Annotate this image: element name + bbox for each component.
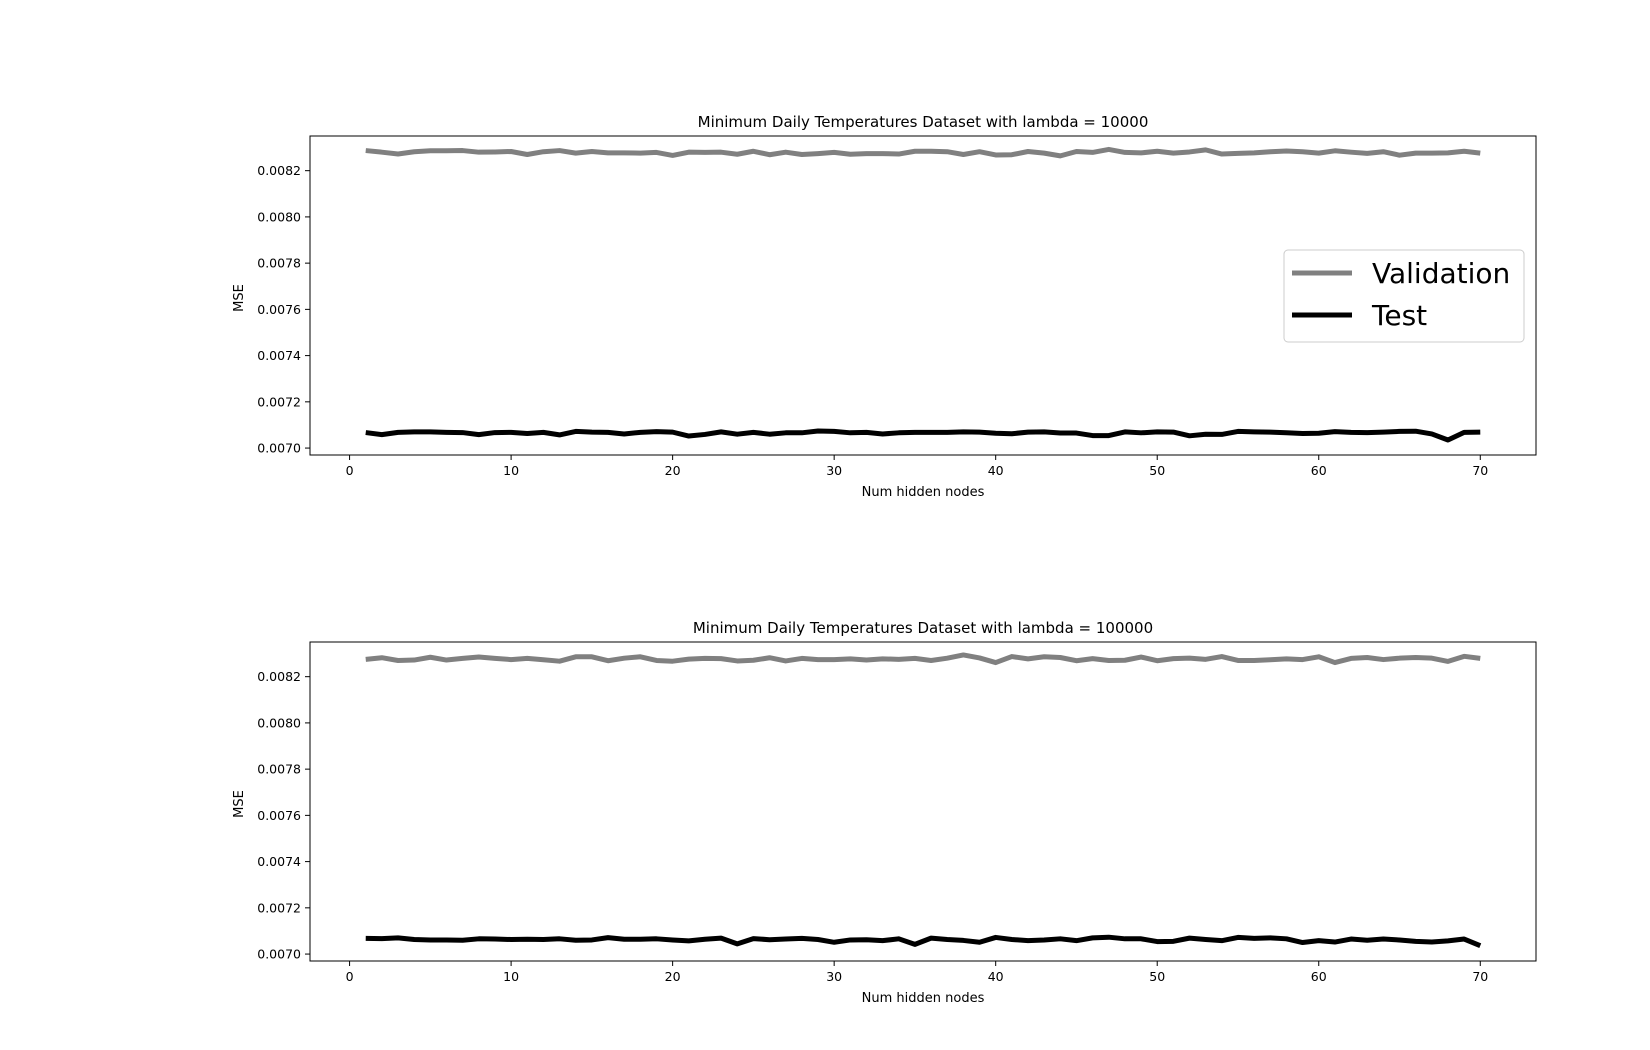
x-tick-label: 70 <box>1472 969 1488 984</box>
x-ticks-2: 0 10 20 30 40 50 60 70 <box>346 961 1488 984</box>
y-tick-label: 0.0078 <box>257 256 301 271</box>
series-line-test <box>365 934 1482 949</box>
series-lines-1 <box>365 146 1481 443</box>
y-tick-label: 0.0074 <box>257 348 301 363</box>
x-tick-label: 0 <box>346 969 354 984</box>
x-tick-label: 40 <box>988 969 1004 984</box>
x-tick-label: 50 <box>1149 463 1165 478</box>
plot-area-2 <box>309 641 1537 962</box>
chart-title-1: Minimum Daily Temperatures Dataset with … <box>698 113 1149 131</box>
series-line-validation <box>365 146 1481 159</box>
y-ticks-1: 0.0070 0.0072 0.0074 0.0076 0.0078 0.0080 0.00… <box>257 163 310 456</box>
x-tick-label: 30 <box>826 969 842 984</box>
y-tick-label: 0.0082 <box>257 163 301 178</box>
x-tick-label: 20 <box>665 969 681 984</box>
y-tick-label: 0.0076 <box>257 808 301 823</box>
x-tick-label: 60 <box>1311 969 1327 984</box>
y-tick-label: 0.0076 <box>257 302 301 317</box>
x-tick-label: 20 <box>665 463 681 478</box>
y-tick-label: 0.0080 <box>257 209 301 224</box>
legend: Validation Test <box>1283 249 1525 343</box>
x-tick-label: 60 <box>1311 463 1327 478</box>
y-axis-label-1: MSE <box>232 284 247 312</box>
y-tick-label: 0.0074 <box>257 854 301 869</box>
y-axis-label-2: MSE <box>232 790 247 818</box>
y-tick-label: 0.0078 <box>257 762 301 777</box>
x-axis-label-2: Num hidden nodes <box>862 991 985 1006</box>
subplot-1: Minimum Daily Temperatures Dataset with … <box>232 113 1537 500</box>
y-tick-label: 0.0072 <box>257 394 301 409</box>
series-line-validation <box>365 652 1481 666</box>
legend-label-test: Test <box>1371 299 1427 332</box>
y-tick-label: 0.0070 <box>257 441 301 456</box>
x-tick-label: 0 <box>346 463 354 478</box>
y-tick-label: 0.0082 <box>257 669 301 684</box>
series-lines-2 <box>365 652 1482 949</box>
x-tick-label: 10 <box>503 969 519 984</box>
x-tick-label: 70 <box>1472 463 1488 478</box>
chart-title-2: Minimum Daily Temperatures Dataset with … <box>693 619 1153 637</box>
subplot-2: Minimum Daily Temperatures Dataset with … <box>232 619 1537 1006</box>
x-tick-label: 50 <box>1149 969 1165 984</box>
x-axis-label-1: Num hidden nodes <box>862 485 985 500</box>
y-tick-label: 0.0080 <box>257 715 301 730</box>
y-tick-label: 0.0070 <box>257 947 301 962</box>
x-ticks-1: 0 10 20 30 40 50 60 70 <box>346 455 1488 478</box>
y-ticks-2: 0.0070 0.0072 0.0074 0.0076 0.0078 0.0080 0.00… <box>257 669 310 962</box>
x-tick-label: 40 <box>988 463 1004 478</box>
legend-label-validation: Validation <box>1372 257 1510 290</box>
x-tick-label: 10 <box>503 463 519 478</box>
y-tick-label: 0.0072 <box>257 900 301 915</box>
x-tick-label: 30 <box>826 463 842 478</box>
series-line-test <box>365 428 1481 443</box>
